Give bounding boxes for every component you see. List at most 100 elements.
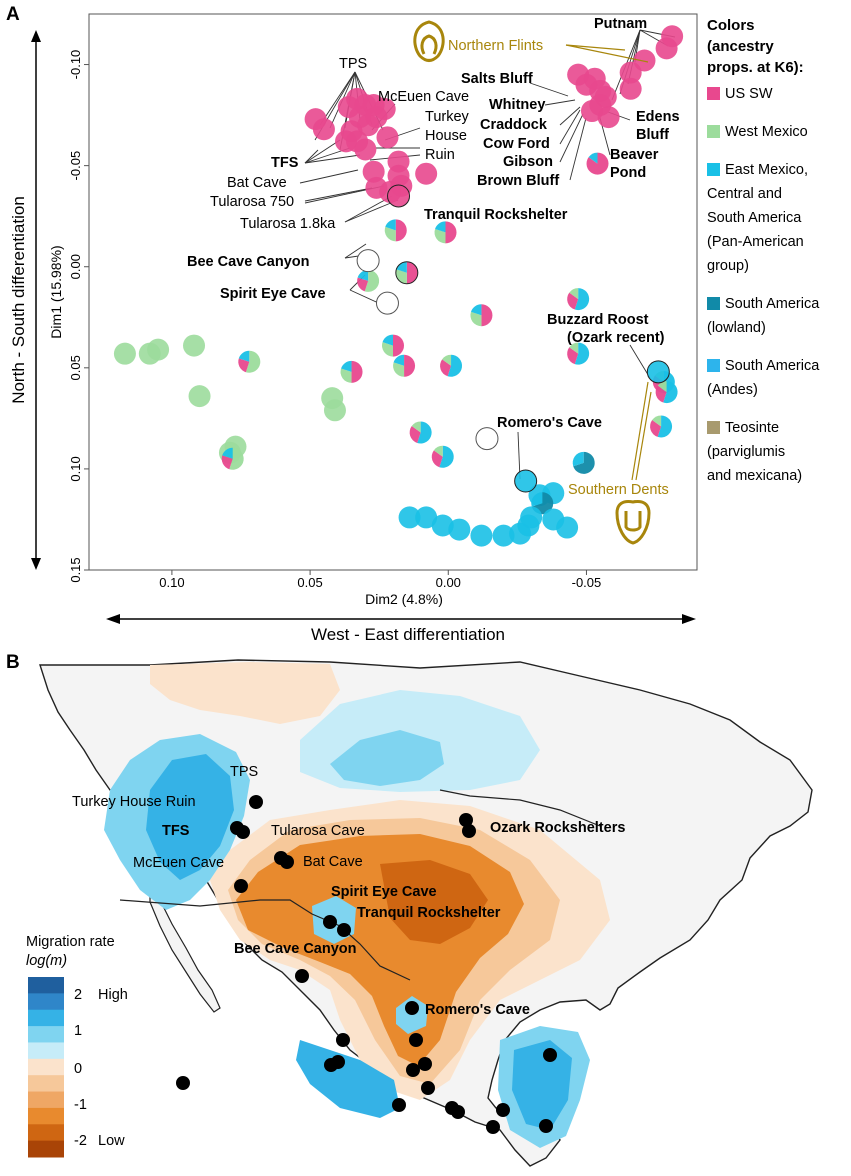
- data-points: [113, 25, 684, 547]
- label-cow-ford: Cow Ford: [483, 136, 550, 152]
- map-label-tranquil-rockshelter: Tranquil Rockshelter: [357, 905, 501, 921]
- data-point: [619, 61, 642, 84]
- site-dot: [409, 1033, 423, 1047]
- data-point: [188, 385, 211, 408]
- label-putnam: Putnam: [594, 16, 647, 32]
- data-point: [356, 249, 380, 273]
- label-romeros-cave: Romero's Cave: [497, 415, 602, 431]
- data-point: [586, 152, 609, 175]
- low-migration-strongest: [380, 860, 488, 944]
- scale-tick-value: -1: [74, 1097, 87, 1113]
- data-point: [113, 342, 136, 365]
- map-label-ozark-rockshelters: Ozark Rockshelters: [490, 820, 625, 836]
- leader-line: [517, 431, 521, 480]
- site-dot: [323, 915, 337, 929]
- legend-entry-text: Teosinte: [725, 420, 779, 436]
- scale-band: [28, 1058, 64, 1076]
- leader-line: [344, 199, 399, 223]
- migration-rate-legend: Migration rate log(m) 2 High 1 0 -1 -2 Low: [26, 934, 128, 1158]
- scale-band: [28, 977, 64, 994]
- legend-entry-text: (Andes): [707, 382, 758, 398]
- legend-swatch: [707, 297, 720, 310]
- scale-tick-label: High: [98, 987, 128, 1003]
- site-dot: [234, 879, 248, 893]
- x-axis-label: Dim2 (4.8%): [365, 591, 443, 607]
- label-buzzard-roost: Buzzard Roost: [547, 312, 649, 328]
- map-label-mceuen-cave: McEuen Cave: [133, 855, 224, 871]
- legend-entry-text: (parviglumis: [707, 444, 785, 460]
- x-tick-label: 0.10: [159, 575, 184, 590]
- high-migration-west-core: [146, 754, 234, 880]
- data-point: [357, 269, 380, 292]
- map-label-tps: TPS: [230, 764, 258, 780]
- data-point: [572, 451, 595, 474]
- map-label-spirit-eye-cave: Spirit Eye Cave: [331, 884, 437, 900]
- y-axis-ticks: -0.10 -0.05 0.00 0.05 0.10 0.15: [68, 50, 89, 583]
- legend-entry-text: South America: [707, 210, 802, 226]
- site-dot: [421, 1081, 435, 1095]
- scale-band: [28, 1124, 64, 1142]
- site-dot: [459, 813, 473, 827]
- label-bat-cave: Bat Cave: [227, 175, 287, 191]
- legend-title-line-2: (ancestry: [707, 38, 774, 55]
- data-point: [183, 334, 206, 357]
- legend-entry-text: (lowland): [707, 320, 766, 336]
- high-migration-yucatan-core: [512, 1040, 572, 1130]
- y-tick-label: -0.05: [68, 151, 83, 181]
- label-ozark-recent: (Ozark recent): [567, 330, 665, 346]
- baja-california: [149, 879, 221, 1013]
- data-point: [470, 304, 493, 327]
- data-point: [362, 160, 385, 183]
- scale-tick-value: 2: [74, 987, 82, 1003]
- data-point: [340, 360, 363, 383]
- data-point: [448, 518, 471, 541]
- label-beaver: Beaver: [610, 147, 659, 163]
- northern-flints-label: Northern Flints: [448, 38, 543, 54]
- data-point: [312, 118, 335, 141]
- label-pond: Pond: [610, 165, 646, 181]
- southern-dents-label: Southern Dents: [568, 482, 669, 498]
- country-borders: [119, 789, 601, 981]
- scale-band: [28, 1042, 64, 1060]
- west-east-arrow: [106, 614, 696, 624]
- legend-entry-text: South America: [725, 358, 820, 374]
- label-spirit-eye-cave: Spirit Eye Cave: [220, 286, 326, 302]
- leader-line: [569, 117, 587, 181]
- leader-line: [304, 154, 361, 164]
- label-brown-bluff: Brown Bluff: [477, 173, 559, 189]
- data-point: [475, 427, 499, 451]
- data-point: [221, 447, 244, 470]
- data-point: [431, 514, 454, 537]
- label-tps: TPS: [339, 56, 367, 72]
- site-dot: [496, 1103, 510, 1117]
- leader-line: [344, 243, 367, 259]
- scale-band: [28, 1140, 64, 1158]
- data-point: [655, 37, 678, 60]
- legend-title-line-3: props. at K6):: [707, 59, 804, 76]
- map-label-tfs: TFS: [162, 823, 190, 839]
- label-salts-bluff: Salts Bluff: [461, 71, 533, 87]
- label-turkey: Turkey: [425, 109, 470, 125]
- map-label-tularosa-cave: Tularosa Cave: [271, 823, 365, 839]
- leader-line: [559, 109, 581, 145]
- gold-leaders: [565, 44, 652, 481]
- site-dot: [462, 824, 476, 838]
- legend-entry-text: US SW: [725, 86, 773, 102]
- site-dot: [418, 1057, 432, 1071]
- y-tick-label: 0.00: [68, 254, 83, 279]
- legend-entry-text: Central and: [707, 186, 782, 202]
- leader-line: [544, 99, 576, 106]
- data-point: [393, 354, 416, 377]
- map-site-labels: TPS Turkey House Ruin TFS Tularosa Cave …: [72, 764, 625, 1018]
- migration-legend-subtitle: log(m): [26, 953, 67, 969]
- ancestry-legend: Colors (ancestry props. at K6): US SW Wes…: [707, 17, 820, 484]
- scale-band: [28, 1091, 64, 1109]
- site-dot: [324, 1058, 338, 1072]
- data-point: [365, 106, 388, 129]
- label-tularosa-1-8ka: Tularosa 1.8ka: [240, 216, 336, 232]
- data-point: [415, 162, 438, 185]
- label-edens: Edens: [636, 109, 680, 125]
- y-tick-label: -0.10: [68, 50, 83, 80]
- label-craddock: Craddock: [480, 117, 548, 133]
